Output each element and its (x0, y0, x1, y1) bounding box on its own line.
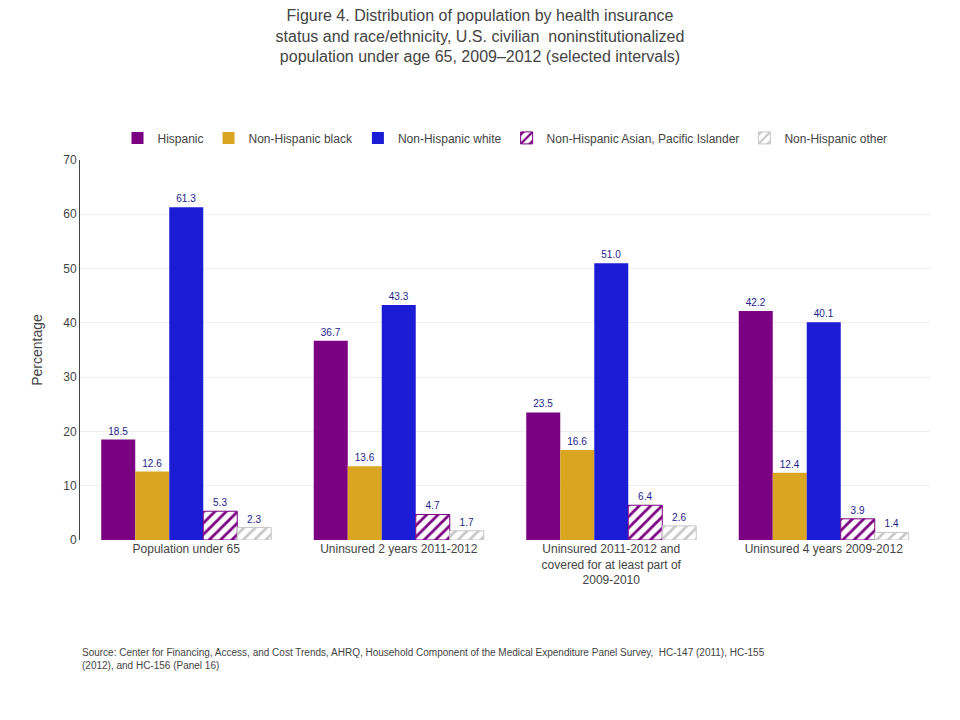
svg-text:Hispanic: Hispanic (158, 132, 204, 146)
svg-text:61.3: 61.3 (176, 193, 196, 204)
svg-text:1.4: 1.4 (885, 518, 899, 529)
svg-text:Non-Hispanic white: Non-Hispanic white (398, 132, 502, 146)
svg-text:2.3: 2.3 (247, 514, 261, 525)
svg-text:36.7: 36.7 (321, 327, 341, 338)
svg-text:20: 20 (63, 425, 77, 439)
svg-text:Figure 4. Distribution of popu: Figure 4. Distribution of population by … (276, 7, 685, 66)
svg-text:23.5: 23.5 (533, 398, 553, 409)
svg-text:42.2: 42.2 (746, 297, 766, 308)
svg-text:Source: Center for Financing,: Source: Center for Financing, Access, an… (82, 647, 765, 671)
svg-text:6.4: 6.4 (638, 491, 652, 502)
svg-text:Non-Hispanic Asian, Pacific Is: Non-Hispanic Asian, Pacific Islander (547, 132, 740, 146)
svg-text:30: 30 (63, 370, 77, 384)
svg-text:50: 50 (63, 262, 77, 276)
svg-text:16.6: 16.6 (567, 436, 587, 447)
svg-text:0: 0 (70, 533, 77, 547)
svg-text:40: 40 (63, 316, 77, 330)
svg-text:Percentage: Percentage (29, 314, 45, 386)
svg-text:10: 10 (63, 479, 77, 493)
svg-text:40.1: 40.1 (814, 308, 834, 319)
svg-text:12.4: 12.4 (780, 459, 800, 470)
svg-text:Non-Hispanic other: Non-Hispanic other (784, 132, 887, 146)
svg-text:Population under 65: Population under 65 (133, 542, 241, 556)
svg-text:43.3: 43.3 (389, 291, 409, 302)
svg-text:5.3: 5.3 (213, 497, 227, 508)
svg-text:Non-Hispanic black: Non-Hispanic black (249, 132, 353, 146)
svg-text:2.6: 2.6 (672, 512, 686, 523)
svg-text:12.6: 12.6 (142, 458, 162, 469)
svg-text:Uninsured 2011-2012 andcovered: Uninsured 2011-2012 andcovered for at le… (542, 542, 682, 587)
svg-text:4.7: 4.7 (426, 500, 440, 511)
svg-text:1.7: 1.7 (460, 517, 474, 528)
svg-text:18.5: 18.5 (108, 426, 128, 437)
svg-text:70: 70 (63, 153, 77, 167)
svg-text:60: 60 (63, 207, 77, 221)
svg-text:13.6: 13.6 (355, 452, 375, 463)
svg-text:Uninsured 4 years 2009-2012: Uninsured 4 years 2009-2012 (745, 542, 903, 556)
svg-text:3.9: 3.9 (851, 505, 865, 516)
svg-text:51.0: 51.0 (601, 249, 621, 260)
svg-text:Uninsured 2 years 2011-2012: Uninsured 2 years 2011-2012 (320, 542, 478, 556)
